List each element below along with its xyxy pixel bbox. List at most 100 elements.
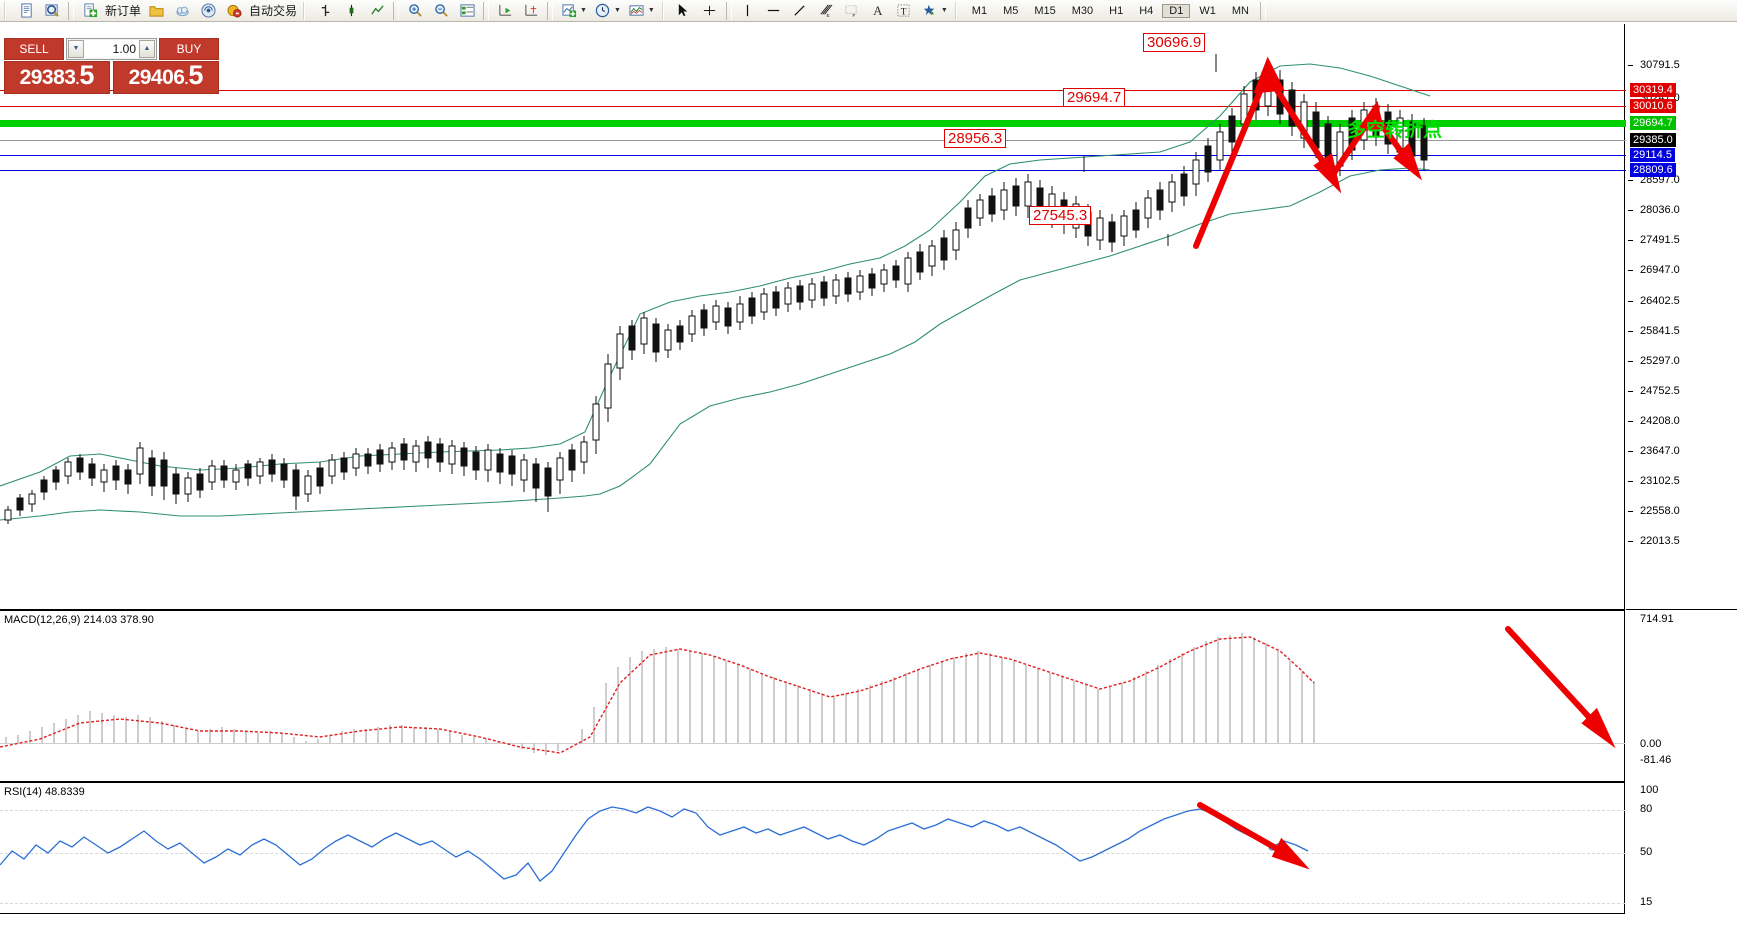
- toolbar-grip-3[interactable]: [661, 1, 667, 20]
- volume-value[interactable]: 1.00: [84, 39, 139, 58]
- price-label-29694[interactable]: 29694.7: [1063, 88, 1126, 108]
- fibo-icon[interactable]: E: [814, 1, 838, 21]
- axis-badge-30319[interactable]: 30319.4: [1630, 83, 1676, 97]
- axis-price-26402: 26402.5: [1640, 295, 1680, 307]
- sell-price-display[interactable]: 29383. 5: [4, 60, 110, 94]
- axis-price-22558: 22558.0: [1640, 505, 1680, 517]
- indicator-add-icon[interactable]: [557, 1, 581, 21]
- axis-price-24208: 24208.0: [1640, 415, 1680, 427]
- toolbar-grip[interactable]: [4, 1, 9, 20]
- axis-tick: [1628, 421, 1633, 422]
- axis-tick: [1628, 180, 1633, 181]
- toolbar-separator-6: [1259, 1, 1266, 20]
- timeframe-mn[interactable]: MN: [1231, 4, 1249, 17]
- volume-up-button[interactable]: ▲: [139, 39, 155, 58]
- analysis-note-label: 多空转折点: [1347, 119, 1443, 141]
- text-icon[interactable]: A: [873, 2, 883, 18]
- candle-chart-icon[interactable]: [339, 1, 363, 21]
- vline-icon[interactable]: [736, 1, 760, 21]
- price-pane[interactable]: 30696.9 29694.7 28956.3 27545.3 多空转折点: [0, 24, 1626, 610]
- channel-icon[interactable]: F: [840, 1, 864, 21]
- timeframe-m5[interactable]: M5: [1003, 4, 1019, 17]
- price-axis[interactable]: 30791.5 30247.0 28597.0 28036.0 27491.5 …: [1626, 24, 1737, 610]
- sell-button[interactable]: SELL: [4, 38, 64, 60]
- indicator-dropdown-caret-icon[interactable]: ▼: [580, 7, 587, 14]
- toolbar-grip-2[interactable]: [303, 1, 309, 20]
- axis-price-25297: 25297.0: [1640, 355, 1680, 367]
- trendline-icon[interactable]: [788, 1, 812, 21]
- buy-price-integer: 29406: [128, 65, 185, 89]
- timeframe-h1[interactable]: H1: [1109, 4, 1124, 17]
- new-order-label[interactable]: 新订单: [105, 4, 142, 18]
- axis-price-30791: 30791.5: [1640, 59, 1680, 71]
- period-clock-icon[interactable]: [591, 1, 615, 21]
- shapes-dropdown-caret-icon[interactable]: ▼: [940, 7, 948, 14]
- hline-icon[interactable]: [762, 1, 786, 21]
- hline-30010[interactable]: [0, 106, 1626, 107]
- shapes-icon[interactable]: [918, 1, 942, 21]
- cloud-icon[interactable]: [170, 1, 194, 21]
- templates-icon[interactable]: [625, 1, 649, 21]
- axis-price-26947: 26947.0: [1640, 264, 1680, 276]
- crosshair-icon[interactable]: [698, 1, 722, 21]
- axis-badge-30010[interactable]: 30010.6: [1630, 99, 1676, 113]
- timeframe-m30[interactable]: M30: [1071, 4, 1094, 17]
- buy-price-fraction: 5: [188, 59, 204, 90]
- folder-icon[interactable]: [144, 1, 168, 21]
- buy-price-dot: .: [184, 70, 189, 87]
- main-toolbar: 新订单 自动交易: [0, 0, 1737, 22]
- volume-field[interactable]: ▼ 1.00 ▲: [66, 38, 157, 60]
- new-order-icon[interactable]: [78, 1, 102, 21]
- bar-chart-icon[interactable]: [313, 1, 337, 21]
- axis-rsi-15: 15: [1640, 896, 1653, 908]
- templates-dropdown-caret-icon[interactable]: ▼: [647, 7, 655, 14]
- rsi-title: RSI(14) 48.8339: [4, 786, 85, 798]
- rsi-pane[interactable]: RSI(14) 48.8339: [0, 782, 1625, 914]
- axis-tick: [1628, 210, 1633, 211]
- toolbar-separator-2: [393, 1, 400, 20]
- hline-28809[interactable]: [0, 170, 1626, 171]
- one-click-trading-panel[interactable]: SELL ▼ 1.00 ▲ BUY 29383. 5 29406. 5: [4, 38, 219, 94]
- timeframe-w1[interactable]: W1: [1199, 4, 1216, 17]
- label-icon[interactable]: T: [892, 1, 916, 21]
- magnifier-chart-icon[interactable]: [40, 1, 64, 21]
- chart-shift-icon[interactable]: [519, 1, 543, 21]
- timeframe-h4[interactable]: H4: [1139, 4, 1154, 17]
- price-label-28956[interactable]: 28956.3: [944, 129, 1007, 149]
- grid-icon[interactable]: [455, 1, 479, 21]
- buy-price-display[interactable]: 29406. 5: [113, 59, 219, 94]
- timeframe-m15[interactable]: M15: [1034, 4, 1056, 17]
- sell-price-dot: .: [75, 70, 80, 87]
- price-label-27545[interactable]: 27545.3: [1029, 206, 1092, 226]
- axis-badge-29694[interactable]: 29694.7: [1630, 116, 1676, 130]
- toolbar-separator-5: [725, 1, 732, 20]
- macd-axis: 714.91 0.00 -81.46: [1626, 610, 1737, 782]
- timeframe-d1[interactable]: D1: [1162, 3, 1191, 18]
- timeframe-m1[interactable]: M1: [971, 4, 988, 17]
- hline-30319[interactable]: [0, 90, 1626, 91]
- document-icon[interactable]: [14, 1, 38, 21]
- axis-badge-29114[interactable]: 29114.5: [1630, 148, 1675, 162]
- zoom-out-icon[interactable]: [429, 1, 453, 21]
- hline-29114[interactable]: [0, 155, 1626, 156]
- autotrading-icon[interactable]: [222, 1, 246, 21]
- buy-button[interactable]: BUY: [159, 38, 219, 60]
- axis-badge-28809[interactable]: 28809.6: [1630, 163, 1676, 177]
- volume-down-button[interactable]: ▼: [68, 39, 84, 58]
- line-chart-icon[interactable]: [365, 1, 389, 21]
- chart-area[interactable]: 30696.9 29694.7 28956.3 27545.3 多空转折点 30…: [0, 24, 1737, 914]
- autoscroll-icon[interactable]: [493, 1, 517, 21]
- price-label-30696[interactable]: 30696.9: [1143, 33, 1206, 53]
- axis-price-23647: 23647.0: [1640, 445, 1680, 457]
- rsi-level-50: [0, 853, 1625, 854]
- zoom-in-icon[interactable]: [403, 1, 427, 21]
- autotrading-label[interactable]: 自动交易: [249, 4, 298, 18]
- cursor-icon[interactable]: [672, 1, 696, 21]
- trade-panel-top-row: SELL ▼ 1.00 ▲ BUY: [4, 38, 219, 60]
- signal-icon[interactable]: [196, 1, 220, 21]
- trade-panel-price-row: 29383. 5 29406. 5: [4, 59, 219, 94]
- period-dropdown-caret-icon[interactable]: ▼: [613, 7, 621, 14]
- macd-pane[interactable]: MACD(12,26,9) 214.03 378.90: [0, 610, 1625, 782]
- toolbar-grip-4[interactable]: [954, 1, 960, 20]
- axis-badge-29385-current-price[interactable]: 29385.0: [1630, 133, 1676, 147]
